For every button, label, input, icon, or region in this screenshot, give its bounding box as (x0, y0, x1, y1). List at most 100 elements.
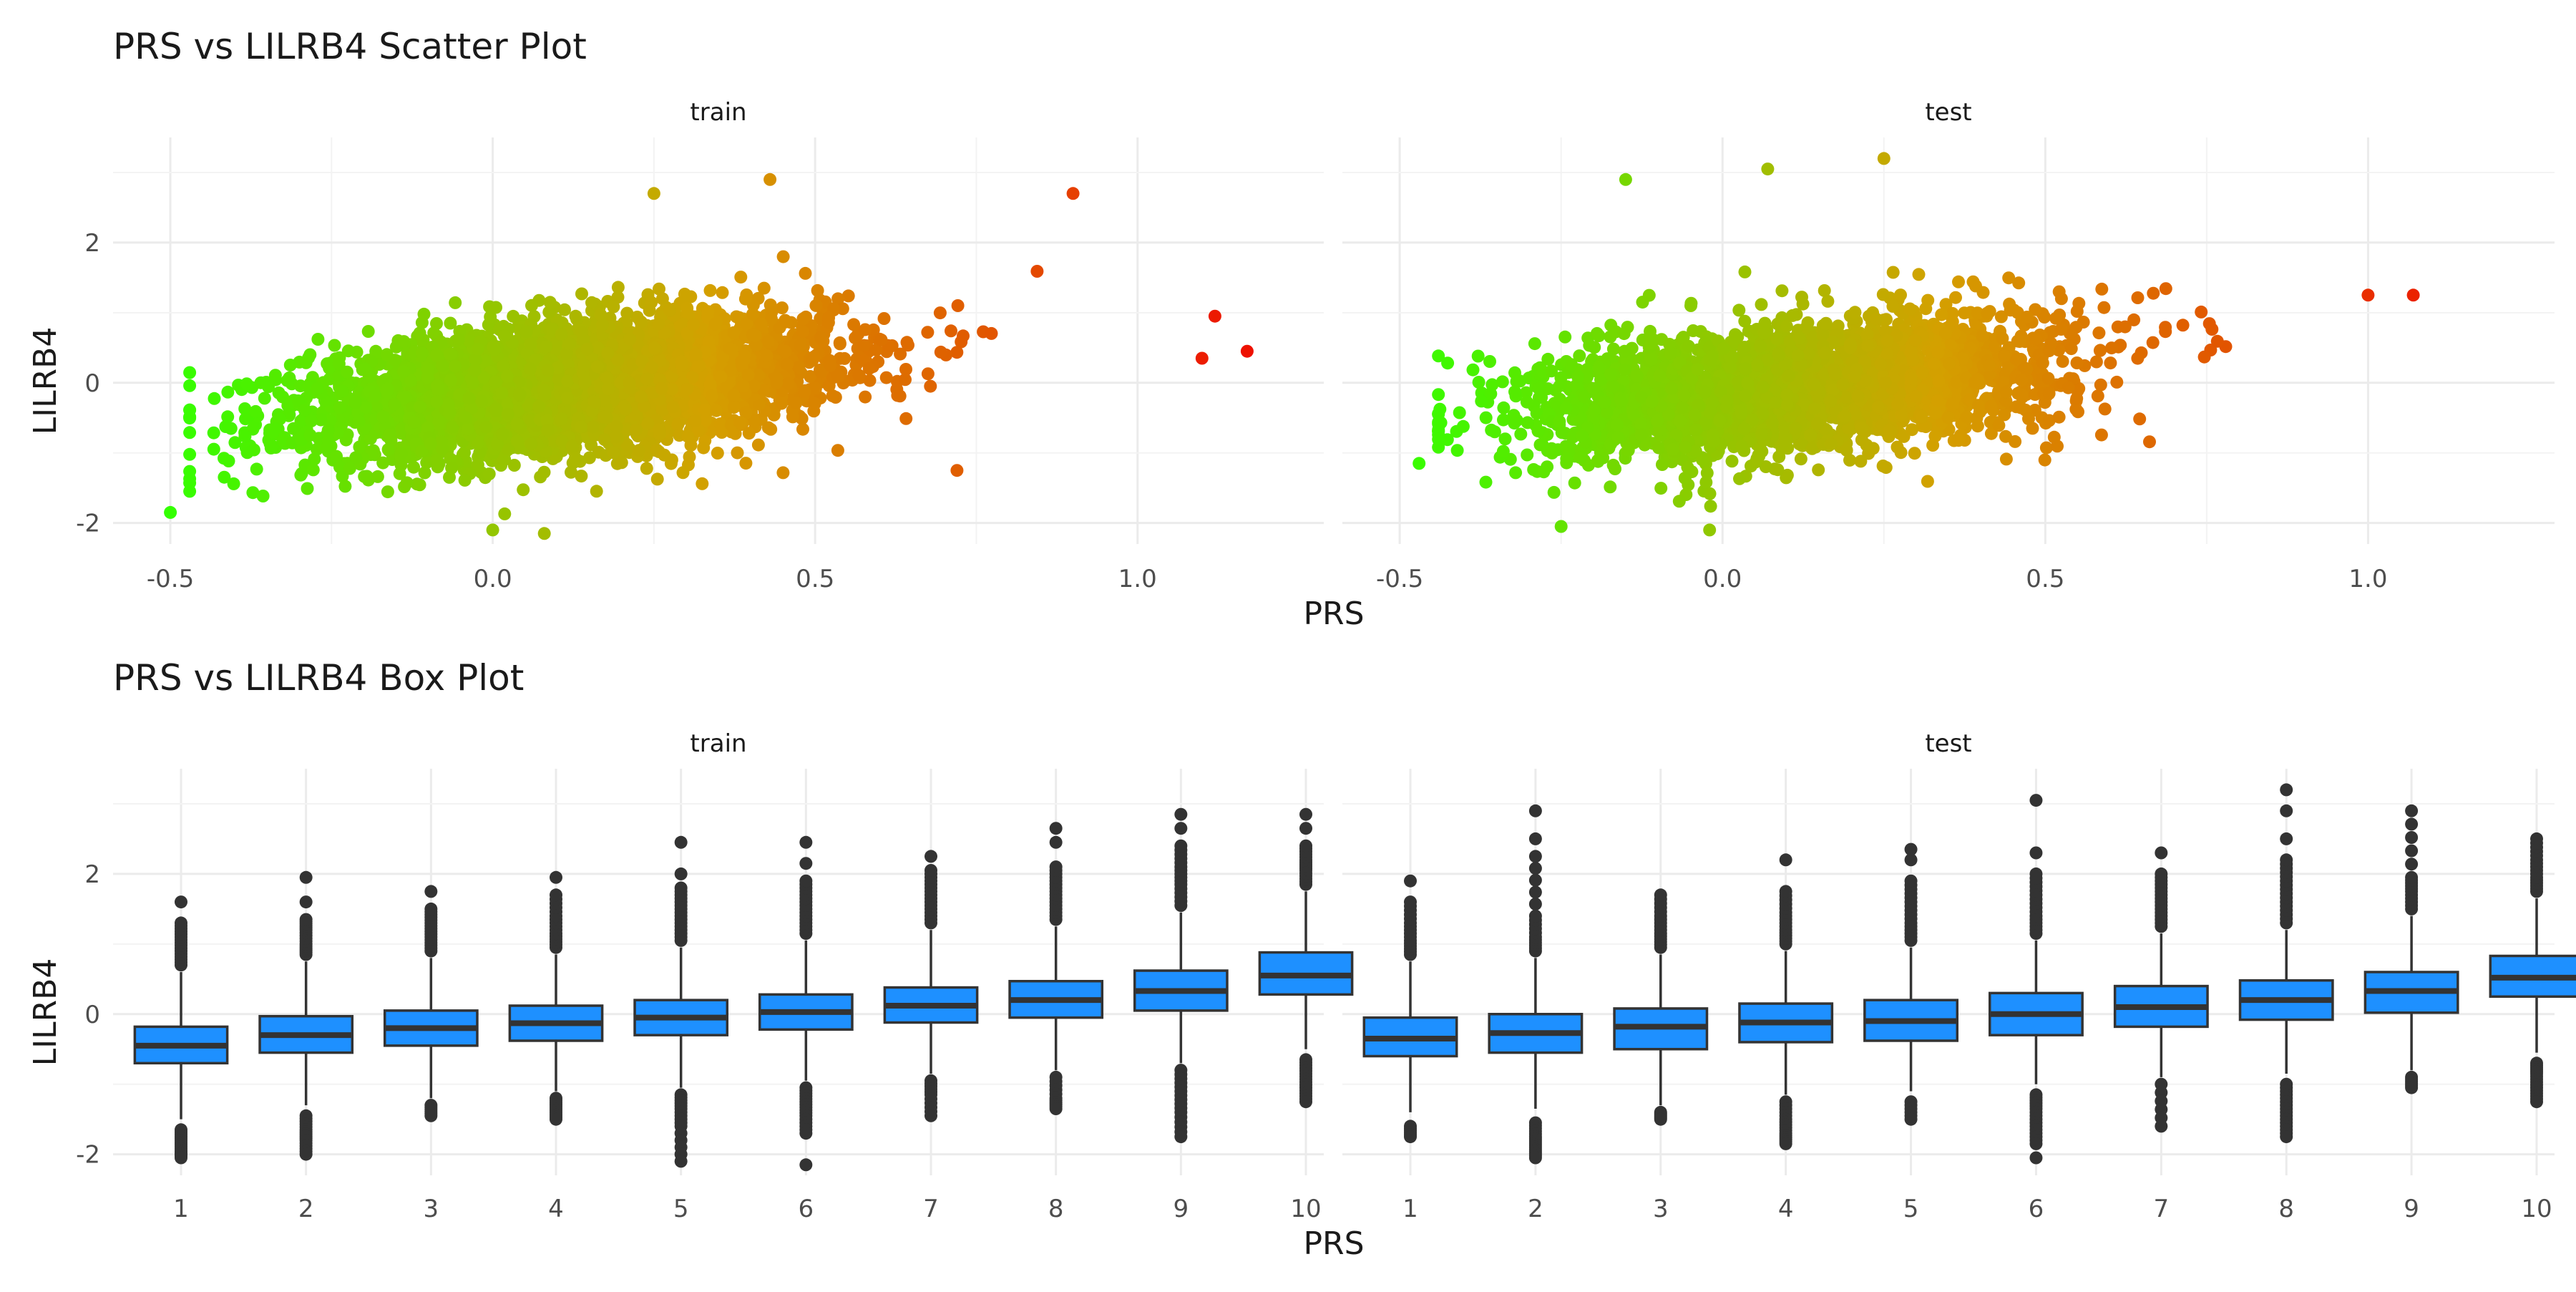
scatter-point (781, 358, 794, 371)
scatter-point (541, 424, 554, 437)
scatter-point (764, 423, 777, 436)
scatter-point (2040, 442, 2053, 455)
scatter-point (479, 421, 492, 434)
scatter-point (921, 326, 934, 339)
scatter-point (585, 296, 598, 309)
scatter-point (301, 482, 314, 495)
scatter-point (831, 444, 844, 457)
scatter-point (414, 400, 426, 413)
scatter-point (328, 339, 341, 352)
scatter-point (1775, 284, 1788, 297)
scatter-point (382, 443, 395, 456)
scatter-point (776, 466, 789, 479)
scatter-point (311, 333, 324, 346)
scatter-point (648, 187, 660, 200)
box-x-axis-title: PRS (1303, 1225, 1364, 1262)
scatter-point (598, 433, 611, 446)
scatter-point (607, 301, 620, 314)
scatter-point (575, 288, 588, 301)
scatter-point (363, 371, 376, 384)
scatter-point (371, 470, 384, 483)
scatter-point (822, 311, 835, 324)
scatter-point (343, 462, 356, 475)
scatter-point (878, 312, 891, 325)
scatter-point (449, 296, 462, 309)
scatter-point (268, 422, 281, 435)
scatter-point (814, 331, 827, 344)
scatter-point (1558, 331, 1571, 344)
scatter-point (1453, 407, 1466, 419)
scatter-point (755, 318, 768, 331)
scatter-point (164, 506, 177, 519)
scatter-point (397, 365, 410, 378)
scatter-point (561, 374, 574, 387)
scatter-point (683, 450, 696, 463)
scatter-point (223, 455, 235, 467)
scatter-point (333, 357, 346, 370)
scatter-point (642, 417, 655, 430)
scatter-point (513, 388, 526, 401)
scatter-point (880, 371, 893, 384)
scatter-x-tick-label: 0.0 (1703, 565, 1742, 593)
scatter-point (483, 467, 496, 480)
scatter-point (281, 374, 294, 387)
scatter-point (419, 467, 431, 480)
scatter-point (183, 379, 196, 392)
scatter-point (945, 324, 957, 337)
scatter-x-tick-label: -0.5 (1376, 565, 1423, 593)
scatter-point (782, 377, 795, 390)
scatter-point (723, 342, 736, 355)
scatter-point (228, 436, 241, 449)
scatter-point (760, 349, 773, 362)
scatter-point (496, 427, 509, 440)
scatter-x-tick-label: 1.0 (1118, 565, 1157, 593)
scatter-point (697, 442, 710, 455)
scatter-point (444, 374, 457, 387)
scatter-point (1467, 364, 1480, 377)
scatter-point (758, 282, 771, 295)
scatter-point (273, 387, 286, 399)
scatter-point (540, 341, 552, 354)
scatter-point (238, 402, 251, 415)
scatter-point (555, 412, 568, 425)
scatter-point (436, 359, 449, 372)
scatter-point (2090, 356, 2103, 369)
scatter-point (487, 523, 499, 536)
scatter-point (397, 335, 410, 348)
scatter-point (183, 465, 196, 478)
scatter-point (762, 335, 775, 348)
scatter-point (517, 483, 530, 496)
scatter-point (469, 364, 482, 377)
scatter-point (591, 360, 604, 373)
scatter-point (322, 424, 335, 437)
scatter-point (653, 423, 665, 436)
scatter-point (794, 339, 807, 352)
scatter-point (430, 395, 443, 408)
scatter-point (444, 347, 457, 360)
scatter-point (728, 389, 741, 402)
scatter-point (488, 344, 501, 356)
scatter-point (459, 474, 472, 487)
scatter-point (284, 359, 297, 371)
scatter-point (432, 457, 445, 470)
scatter-point (338, 480, 351, 492)
scatter-point (577, 359, 590, 371)
scatter-y-tick-label: 2 (84, 229, 100, 258)
scatter-point (859, 324, 872, 336)
scatter-point (511, 434, 524, 447)
scatter-point (680, 302, 693, 315)
scatter-point (575, 470, 587, 482)
scatter-point (704, 284, 717, 297)
scatter-point (544, 296, 557, 309)
scatter-point (381, 485, 394, 498)
scatter-point (1738, 315, 1751, 328)
scatter-point (678, 288, 691, 301)
scatter-point (809, 382, 822, 395)
scatter-point (808, 350, 821, 363)
scatter-point (675, 359, 688, 371)
scatter-point (1568, 477, 1581, 490)
scatter-point (727, 326, 740, 339)
scatter-x-axis-title: PRS (1303, 596, 1364, 632)
scatter-point (838, 352, 851, 365)
